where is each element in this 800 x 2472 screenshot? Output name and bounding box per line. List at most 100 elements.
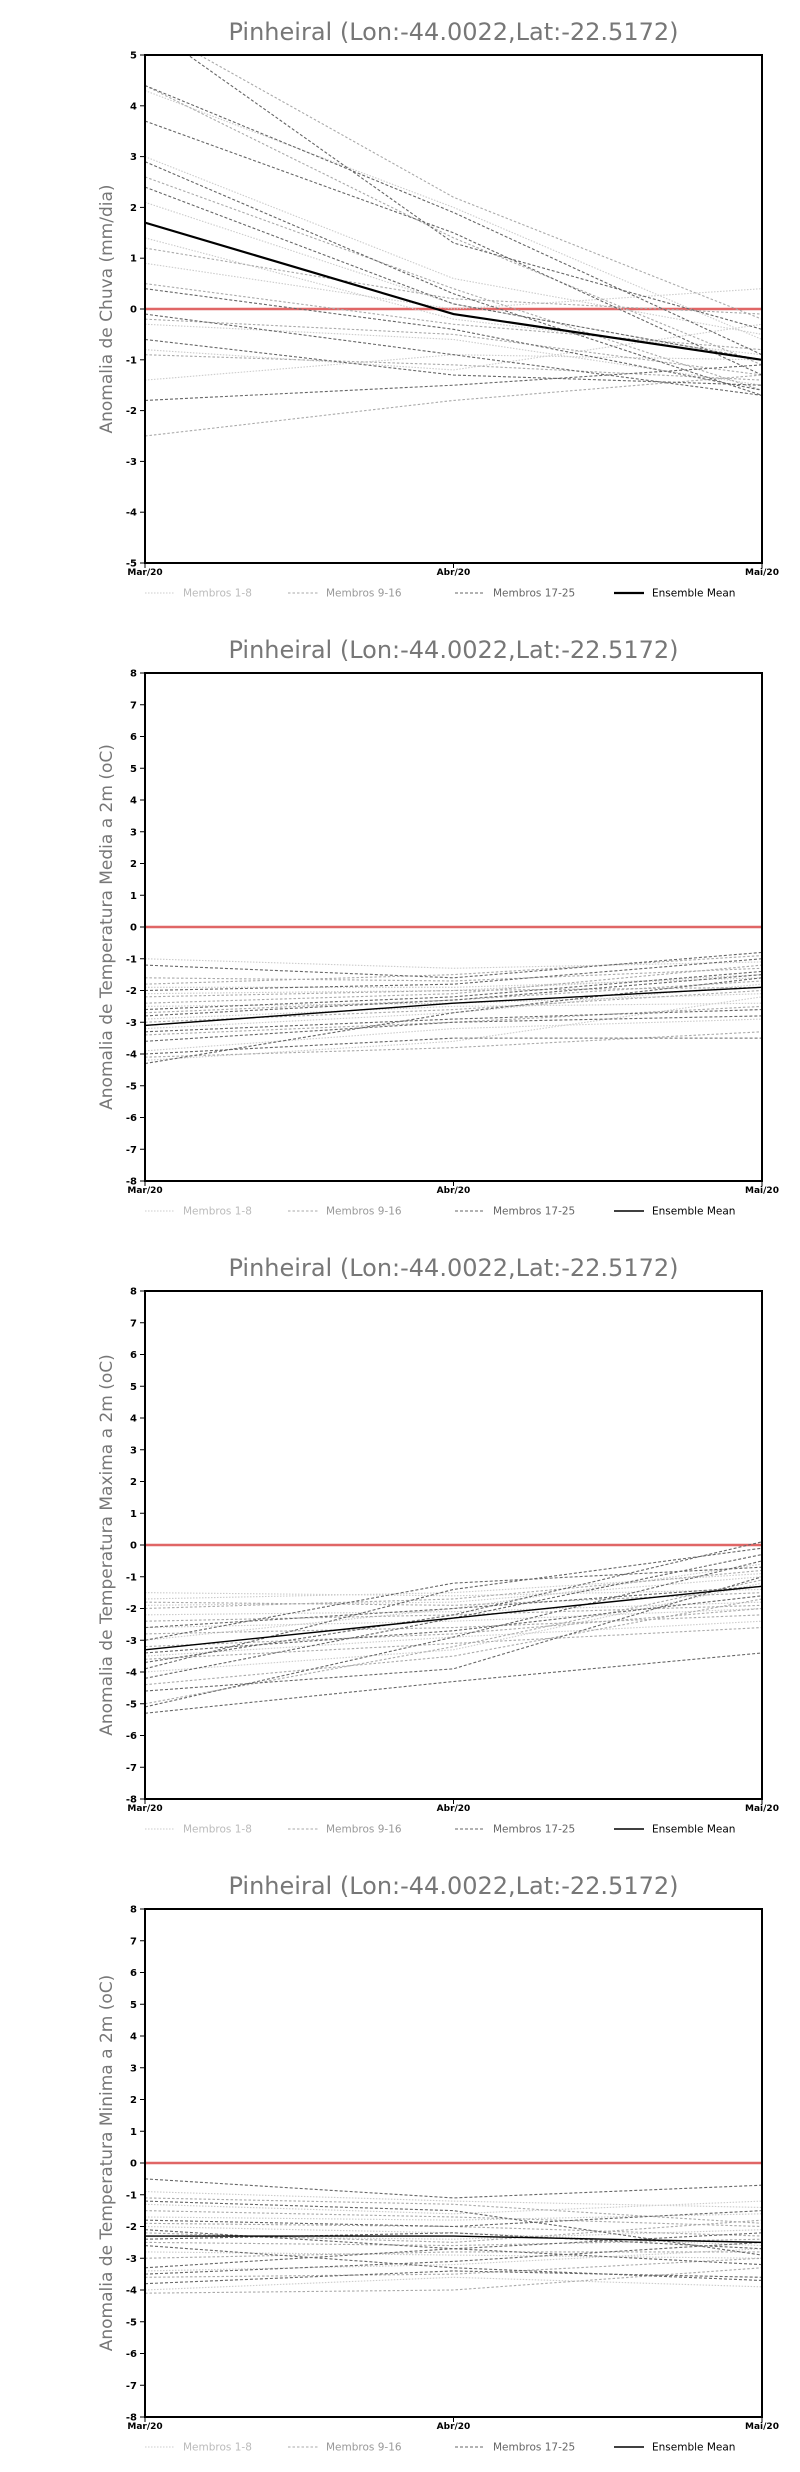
member-line-group-2 [145, 986, 762, 998]
y-tick-label: -8 [126, 2413, 137, 2424]
y-tick-label: -5 [126, 1699, 137, 1710]
member-line-group-1 [145, 974, 762, 995]
legend-label: Membros 9-16 [326, 2442, 402, 2454]
member-line-group-1 [145, 2191, 762, 2208]
y-tick-label: 1 [130, 1509, 137, 1520]
member-line-group-1 [145, 2251, 762, 2259]
member-line-group-3 [145, 958, 762, 992]
member-line-group-2 [145, 989, 762, 1023]
legend-label: Ensemble Mean [652, 588, 735, 600]
member-line-group-3 [145, 313, 762, 396]
member-line-group-1 [145, 237, 762, 356]
y-tick-label: -8 [126, 1177, 137, 1188]
y-tick-label: -2 [126, 2222, 137, 2233]
member-line-group-1 [145, 1018, 762, 1052]
member-line-group-2 [145, 84, 762, 366]
member-line-group-1 [145, 1588, 762, 1597]
ensemble-mean-line [145, 221, 762, 361]
member-line-group-1 [145, 958, 762, 969]
member-line-group-3 [145, 1576, 762, 1692]
member-line-group-2 [145, 1598, 762, 1686]
member-line-group-2 [145, 2210, 762, 2228]
y-tick-label: 1 [130, 2127, 137, 2138]
legend-label: Membros 17-25 [493, 1824, 575, 1836]
y-tick-label: 0 [130, 923, 137, 934]
plot-lines [145, 2161, 762, 2294]
y-tick-label: -2 [126, 986, 137, 997]
x-tick-label: Abr/20 [437, 568, 471, 578]
legend-label: Membros 9-16 [326, 588, 402, 600]
x-tick-label: Mar/20 [127, 1804, 162, 1814]
x-tick-label: Mar/20 [127, 2422, 162, 2432]
member-line-group-3 [145, 338, 762, 386]
y-tick-label: 3 [130, 1445, 137, 1456]
chart-panel-3: Pinheiral (Lon:-44.0022,Lat:-22.5172) Ano… [97, 1254, 779, 1836]
member-line-group-3 [145, 1560, 762, 1708]
member-line-group-3 [145, 2232, 762, 2250]
x-tick-label: Abr/20 [437, 1186, 471, 1196]
member-line-group-3 [145, 2178, 762, 2199]
plot-frame [144, 1908, 763, 2418]
y-tick-label: -2 [126, 1604, 137, 1615]
y-tick-label: 2 [130, 1477, 137, 1488]
legend-label: Membros 9-16 [326, 1206, 402, 1218]
chart-panel-2: Pinheiral (Lon:-44.0022,Lat:-22.5172) Ano… [97, 636, 779, 1218]
y-tick-label: 8 [130, 1287, 137, 1298]
plot-frame [144, 54, 763, 564]
chart-panel-4: Pinheiral (Lon:-44.0022,Lat:-22.5172) Ano… [97, 1872, 779, 2454]
y-tick-label: 5 [130, 2000, 137, 2011]
plot-lines [145, 925, 762, 1065]
legend-label: Membros 17-25 [493, 1206, 575, 1218]
y-tick-label: 6 [130, 1968, 137, 1979]
member-line-group-2 [198, 55, 762, 320]
member-line-group-3 [145, 977, 762, 1065]
member-line-group-3 [145, 364, 762, 401]
y-tick-label: 4 [130, 2032, 137, 2043]
member-line-group-2 [145, 354, 762, 381]
chart-title: Pinheiral (Lon:-44.0022,Lat:-22.5172) [228, 1254, 678, 1282]
member-line-group-3 [187, 55, 762, 330]
member-line-group-2 [145, 283, 762, 351]
plot-lines [145, 55, 762, 437]
member-line-group-2 [145, 1627, 762, 1660]
member-line-group-3 [145, 2270, 762, 2285]
y-tick-label: -3 [126, 1636, 137, 1647]
member-line-group-3 [145, 161, 762, 396]
y-tick-label: -4 [126, 2286, 137, 2297]
y-axis-label: Anomalia de Temperatura Media a 2m (oC) [97, 744, 117, 1110]
member-line-group-3 [145, 974, 762, 1017]
x-tick-label: Mai/20 [745, 568, 779, 578]
member-line-group-3 [145, 2245, 762, 2282]
member-line-group-2 [145, 176, 762, 391]
member-line-group-2 [145, 1607, 762, 1648]
member-line-group-2 [145, 980, 762, 1014]
x-tick-label: Mai/20 [745, 2422, 779, 2432]
y-tick-label: -1 [126, 355, 137, 366]
y-tick-label: -7 [126, 1763, 137, 1774]
y-tick-label: 0 [130, 2159, 137, 2170]
legend-label: Membros 17-25 [493, 588, 575, 600]
x-tick-label: Mar/20 [127, 568, 162, 578]
y-tick-label: 4 [130, 796, 137, 807]
member-line-group-3 [145, 1009, 762, 1033]
y-tick-label: -6 [126, 2349, 137, 2360]
legend-label: Membros 17-25 [493, 2442, 575, 2454]
y-axis-label: Anomalia de Temperatura Maxima a 2m (oC) [97, 1354, 117, 1736]
member-line-group-1 [145, 1576, 762, 1606]
member-line-group-3 [145, 1585, 762, 1629]
member-line-group-3 [145, 2229, 762, 2250]
legend-label: Ensemble Mean [652, 1824, 735, 1836]
member-line-group-1 [145, 1563, 762, 1641]
y-tick-label: 3 [130, 152, 137, 163]
member-line-group-3 [145, 186, 762, 361]
member-line-group-3 [145, 2241, 762, 2275]
y-tick-label: 5 [130, 764, 137, 775]
y-tick-label: -4 [126, 1668, 137, 1679]
y-tick-label: 1 [130, 254, 137, 265]
member-line-group-1 [145, 993, 762, 1007]
member-line-group-1 [145, 2276, 762, 2291]
y-tick-label: -2 [126, 406, 137, 417]
plot-frame [144, 1290, 763, 1800]
y-tick-label: -6 [126, 1731, 137, 1742]
member-line-group-2 [145, 1579, 762, 1705]
